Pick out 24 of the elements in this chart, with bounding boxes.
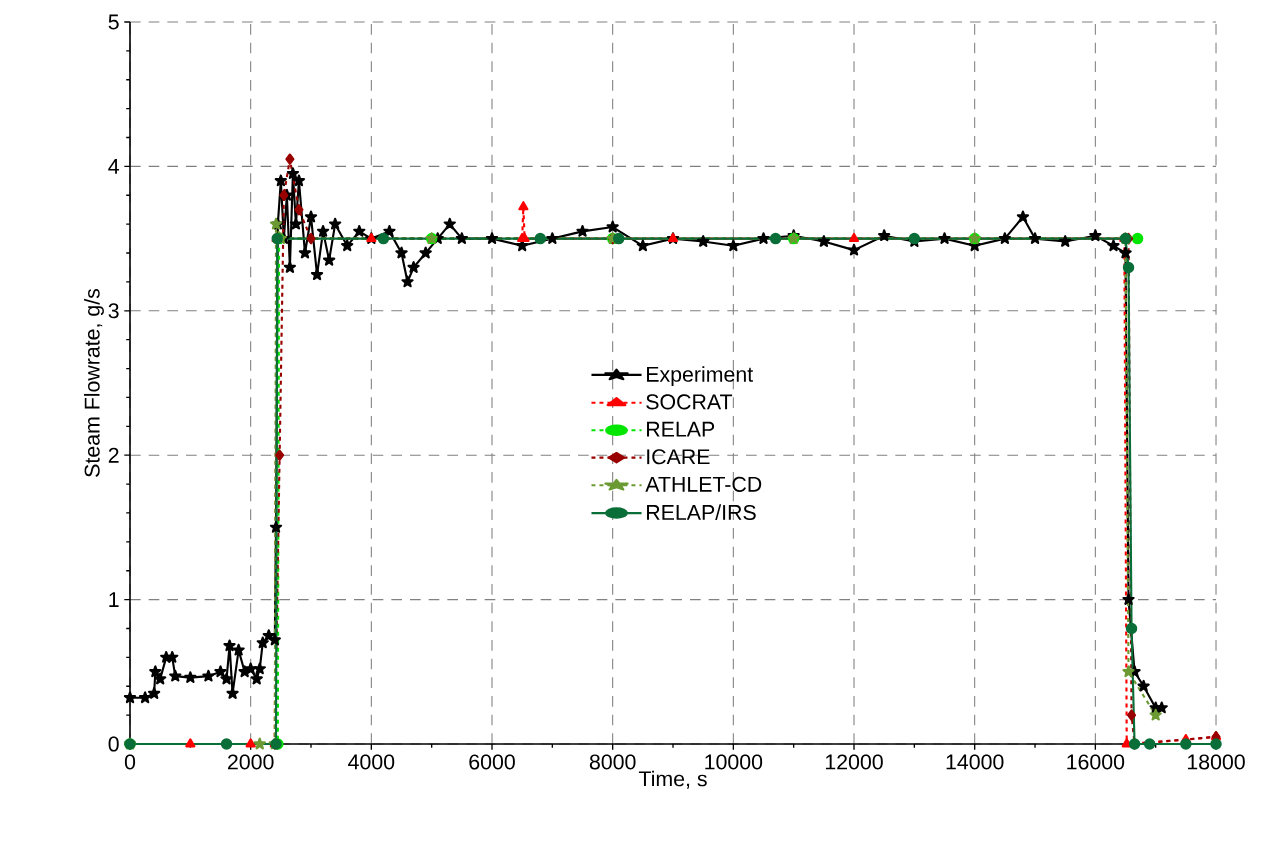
legend-label: ICARE xyxy=(647,449,710,465)
y-tick-label: 2 xyxy=(108,447,119,463)
x-tick-label: 18000 xyxy=(1187,754,1245,770)
y-tick-label: 0 xyxy=(108,736,119,752)
y-tick-label: 3 xyxy=(108,303,119,319)
legend-label: RELAP/IRS xyxy=(647,504,756,520)
legend-label: RELAP xyxy=(647,421,715,437)
x-tick-label: 2000 xyxy=(228,754,274,770)
x-axis-title: Time, s xyxy=(638,770,707,789)
y-tick-label: 1 xyxy=(109,592,119,607)
legend-label: ATHLET-CD xyxy=(645,476,762,492)
legend-label: Experiment xyxy=(647,366,753,387)
x-tick-label: 12000 xyxy=(825,754,883,770)
x-tick-label: 6000 xyxy=(469,754,515,770)
legend-label: SOCRAT xyxy=(646,394,733,410)
x-tick-label: 16000 xyxy=(1067,754,1125,770)
x-tick-label: 8000 xyxy=(589,754,636,770)
y-tick-label: 5 xyxy=(108,14,119,30)
x-tick-label: 14000 xyxy=(946,754,1004,770)
x-tick-label: 4000 xyxy=(348,754,395,770)
y-tick-label: 4 xyxy=(108,159,119,174)
y-axis-title: Steam Flowrate, g/s xyxy=(84,288,104,477)
x-tick-label: 10000 xyxy=(705,754,763,770)
x-tick-label: 0 xyxy=(124,754,136,770)
